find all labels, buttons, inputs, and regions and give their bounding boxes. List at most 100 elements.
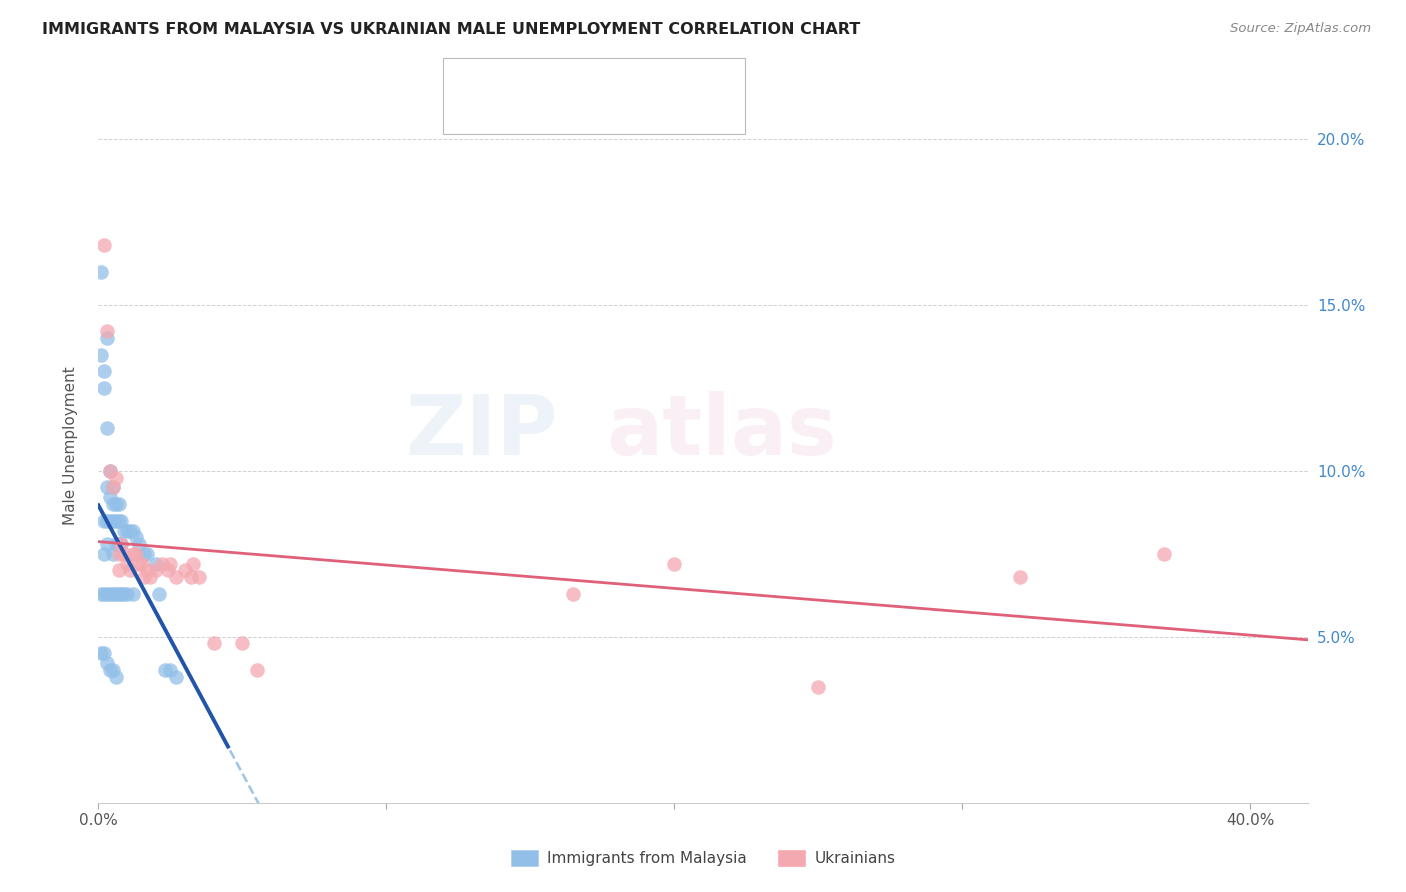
Point bbox=[90, 587, 112, 601]
Point bbox=[128, 557, 150, 571]
Point bbox=[104, 670, 127, 684]
Point bbox=[101, 497, 124, 511]
Point bbox=[98, 464, 121, 478]
Point bbox=[122, 524, 145, 538]
Text: R =: R = bbox=[495, 70, 530, 85]
Point bbox=[115, 557, 138, 571]
Point bbox=[96, 421, 118, 435]
Point bbox=[93, 364, 115, 378]
Point bbox=[98, 491, 121, 505]
Point bbox=[96, 331, 118, 345]
Point bbox=[1153, 547, 1175, 561]
Point bbox=[90, 647, 112, 661]
Point bbox=[188, 570, 211, 584]
Point bbox=[165, 570, 187, 584]
Text: N =: N = bbox=[579, 103, 626, 117]
Point bbox=[112, 524, 135, 538]
Point bbox=[107, 564, 129, 578]
Point bbox=[110, 587, 132, 601]
Point bbox=[93, 647, 115, 661]
Point bbox=[173, 564, 195, 578]
Point bbox=[101, 587, 124, 601]
Text: N =: N = bbox=[579, 70, 626, 85]
Point bbox=[98, 514, 121, 528]
Point bbox=[96, 325, 118, 339]
Point bbox=[112, 587, 135, 601]
Point bbox=[122, 587, 145, 601]
Point bbox=[96, 587, 118, 601]
Point bbox=[110, 537, 132, 551]
Point bbox=[112, 547, 135, 561]
Point bbox=[98, 587, 121, 601]
Point bbox=[104, 470, 127, 484]
Point bbox=[107, 497, 129, 511]
Point bbox=[153, 663, 176, 677]
Point bbox=[139, 570, 162, 584]
Point bbox=[148, 587, 170, 601]
Point bbox=[98, 464, 121, 478]
Point bbox=[128, 537, 150, 551]
Point bbox=[120, 524, 142, 538]
Text: 0.080: 0.080 bbox=[529, 70, 579, 85]
Point bbox=[101, 481, 124, 495]
Point bbox=[93, 514, 115, 528]
Point bbox=[93, 547, 115, 561]
Point bbox=[101, 547, 124, 561]
Text: 35: 35 bbox=[619, 103, 641, 117]
Point bbox=[180, 570, 202, 584]
Point bbox=[110, 537, 132, 551]
Point bbox=[101, 663, 124, 677]
Point bbox=[131, 557, 153, 571]
Point bbox=[807, 680, 830, 694]
Y-axis label: Male Unemployment: Male Unemployment bbox=[63, 367, 77, 525]
Point bbox=[115, 587, 138, 601]
Point bbox=[107, 587, 129, 601]
Point bbox=[104, 514, 127, 528]
Point bbox=[104, 537, 127, 551]
Point bbox=[104, 587, 127, 601]
Text: ZIP: ZIP bbox=[405, 392, 558, 472]
Point bbox=[115, 524, 138, 538]
Text: R =: R = bbox=[495, 103, 530, 117]
Text: 56: 56 bbox=[619, 70, 641, 85]
Point bbox=[107, 537, 129, 551]
Point bbox=[107, 547, 129, 561]
Point bbox=[96, 657, 118, 671]
Point bbox=[93, 238, 115, 252]
Point bbox=[96, 481, 118, 495]
Point bbox=[96, 514, 118, 528]
Point bbox=[165, 670, 187, 684]
Legend: Immigrants from Malaysia, Ukrainians: Immigrants from Malaysia, Ukrainians bbox=[503, 842, 903, 873]
Point bbox=[93, 587, 115, 601]
Text: Source: ZipAtlas.com: Source: ZipAtlas.com bbox=[1230, 22, 1371, 36]
Point bbox=[125, 530, 148, 544]
Point bbox=[246, 663, 269, 677]
Point bbox=[101, 514, 124, 528]
Point bbox=[145, 564, 167, 578]
Point bbox=[664, 557, 686, 571]
Point bbox=[562, 587, 585, 601]
Point bbox=[101, 481, 124, 495]
Text: IMMIGRANTS FROM MALAYSIA VS UKRAINIAN MALE UNEMPLOYMENT CORRELATION CHART: IMMIGRANTS FROM MALAYSIA VS UKRAINIAN MA… bbox=[42, 22, 860, 37]
Point bbox=[120, 564, 142, 578]
Point bbox=[156, 564, 179, 578]
Point bbox=[93, 381, 115, 395]
Point bbox=[90, 265, 112, 279]
Point bbox=[107, 514, 129, 528]
Point bbox=[136, 564, 159, 578]
Point bbox=[1008, 570, 1031, 584]
Point bbox=[134, 547, 156, 561]
Point bbox=[98, 663, 121, 677]
Point bbox=[104, 497, 127, 511]
Point bbox=[96, 537, 118, 551]
Point bbox=[134, 570, 156, 584]
Point bbox=[159, 557, 181, 571]
Point bbox=[145, 557, 167, 571]
Point bbox=[122, 547, 145, 561]
Text: 0.015: 0.015 bbox=[529, 103, 579, 117]
Point bbox=[183, 557, 205, 571]
Point bbox=[150, 557, 173, 571]
Point bbox=[110, 514, 132, 528]
Point bbox=[90, 348, 112, 362]
Point bbox=[125, 547, 148, 561]
